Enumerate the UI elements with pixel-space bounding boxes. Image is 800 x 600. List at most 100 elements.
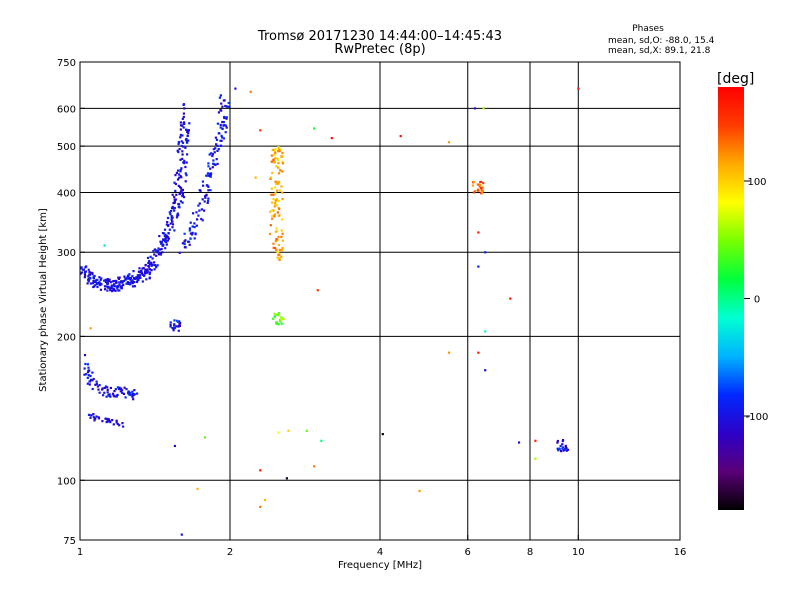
colorbar-tick-label: 0 — [754, 295, 760, 306]
o-mode-echo — [186, 153, 189, 156]
e-layer-echo — [83, 354, 87, 357]
o-mode-echo — [181, 191, 185, 195]
o-mode-echo — [168, 211, 171, 214]
e-layer-echo — [86, 363, 89, 366]
o-mode-echo — [184, 172, 187, 175]
o-mode-echo — [153, 253, 156, 256]
x-mode-echo — [219, 94, 222, 97]
e-layer-echo — [92, 416, 95, 419]
e-layer-echo — [90, 414, 93, 417]
o-mode-echo — [175, 193, 178, 196]
e-layer-echo — [98, 391, 101, 394]
x-mode-echo — [204, 196, 207, 199]
echo-cluster-point — [481, 192, 484, 195]
echo-cluster-point — [277, 166, 280, 169]
e-layer-echo — [105, 395, 108, 398]
o-mode-echo — [185, 140, 188, 143]
o-mode-echo — [146, 271, 149, 274]
o-mode-echo — [106, 278, 109, 281]
o-mode-echo — [156, 264, 159, 267]
x-mode-echo — [209, 167, 212, 170]
x-mode-echo — [205, 174, 208, 177]
x-mode-echo — [198, 209, 201, 212]
e-layer-echo — [87, 366, 90, 369]
y-tick-label: 500 — [57, 142, 76, 153]
x-mode-echo — [189, 237, 192, 240]
o-mode-echo — [117, 276, 120, 279]
e-layer-echo — [91, 379, 94, 382]
echo-cluster-point — [279, 320, 282, 323]
o-mode-echo — [179, 200, 182, 203]
e-layer-echo — [106, 418, 109, 422]
scatter-point — [447, 351, 451, 354]
o-mode-echo — [126, 274, 130, 277]
o-mode-echo — [163, 240, 166, 243]
x-mode-echo — [219, 126, 222, 129]
o-mode-echo — [87, 277, 90, 280]
e-layer-echo — [131, 390, 134, 393]
echo-cluster-point — [561, 440, 564, 443]
o-mode-echo — [100, 277, 103, 280]
x-mode-echo — [225, 116, 228, 119]
o-mode-echo — [83, 276, 86, 279]
x-mode-echo — [183, 232, 186, 235]
x-mode-echo — [206, 201, 209, 204]
echo-cluster-point — [281, 152, 284, 155]
o-mode-echo — [176, 149, 179, 152]
o-mode-echo — [115, 285, 118, 288]
o-mode-echo — [147, 261, 150, 264]
x-mode-echo — [214, 147, 217, 150]
scatter-point — [259, 469, 262, 472]
echo-cluster-point — [564, 446, 567, 449]
o-mode-echo — [153, 248, 156, 251]
x-mode-echo — [189, 221, 192, 224]
echo-cluster-point — [169, 323, 172, 326]
o-mode-echo — [106, 289, 109, 292]
o-mode-echo — [136, 274, 140, 277]
x-mode-echo — [227, 101, 230, 105]
colorbar-ticks: 100 0 -100 — [744, 177, 768, 423]
e-layer-echo — [86, 376, 89, 379]
echo-cluster-point — [281, 162, 284, 165]
e-layer-echo — [104, 385, 108, 388]
o-mode-echo — [170, 216, 173, 219]
stats-line-x: mean, sd,X: 89.1, 21.8 — [608, 46, 711, 56]
x-mode-echo — [204, 195, 207, 198]
x-mode-echo — [220, 102, 223, 105]
scatter-point — [418, 489, 421, 493]
e-layer-echo — [95, 415, 98, 418]
echo-cluster-point — [556, 447, 559, 450]
o-mode-echo — [180, 144, 183, 148]
o-mode-echo — [114, 289, 117, 292]
echo-cluster-point — [272, 153, 276, 156]
o-mode-echo — [157, 253, 161, 256]
o-mode-echo — [181, 141, 185, 144]
x-mode-echo — [201, 180, 204, 183]
o-mode-echo — [182, 161, 185, 164]
o-mode-echo — [87, 268, 90, 271]
x-mode-echo — [188, 227, 191, 230]
y-axis-label: Stationary phase Virtual Height [km] — [38, 208, 49, 392]
e-layer-echo — [97, 388, 100, 391]
x-mode-echo — [207, 165, 210, 168]
o-mode-echo — [167, 232, 170, 235]
o-mode-echo — [89, 282, 92, 285]
x-mode-echo — [207, 162, 210, 165]
o-mode-echo — [129, 278, 132, 281]
x-mode-echo — [183, 246, 186, 249]
e-layer-echo — [91, 387, 94, 391]
o-mode-echo — [182, 103, 185, 106]
e-layer-echo — [104, 417, 107, 420]
o-mode-echo — [153, 261, 156, 264]
o-mode-echo — [181, 117, 184, 120]
echo-cluster-point — [172, 329, 175, 332]
o-mode-echo — [160, 240, 163, 244]
o-mode-echo — [91, 282, 94, 285]
x-mode-echo — [219, 109, 222, 112]
e-layer-echo — [131, 392, 134, 396]
x-mode-echo — [216, 162, 219, 165]
x-mode-echo — [218, 96, 221, 99]
echo-cluster-point — [272, 198, 275, 201]
scatter-point — [196, 487, 199, 490]
o-mode-echo — [164, 238, 167, 241]
